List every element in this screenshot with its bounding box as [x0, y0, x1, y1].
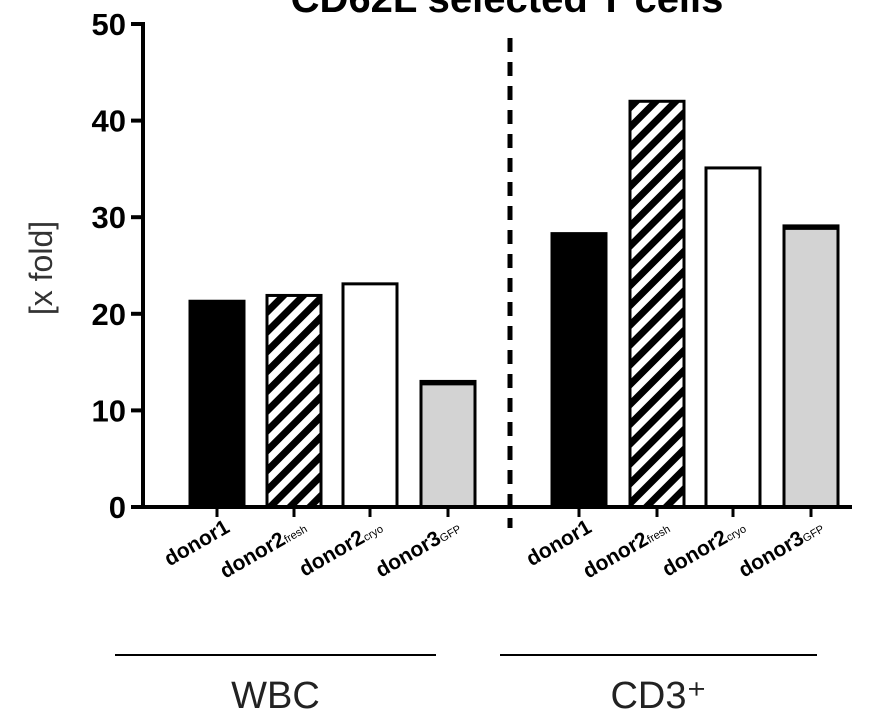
x-category-label: donor2fresh	[579, 515, 673, 583]
y-tick-label: 20	[92, 297, 126, 332]
x-category-sub: fresh	[282, 523, 309, 546]
x-category-label: donor2cryo	[658, 515, 749, 581]
y-axis-label: [x fold]	[23, 221, 59, 315]
x-category-sub: GFP	[438, 523, 464, 545]
y-axis: 0 10 20 30 40 50	[92, 7, 145, 525]
bar-1	[188, 299, 246, 509]
x-category-sub: fresh	[645, 523, 672, 546]
group-labels: WBC CD3⁺	[115, 654, 817, 717]
group-label: WBC	[231, 675, 320, 717]
y-tick-label: 40	[92, 104, 126, 139]
x-category-sub: cryo	[725, 523, 749, 544]
x-category-label: donor2fresh	[216, 515, 310, 583]
chart-title: CD62L selected T cells	[291, 0, 724, 21]
bar-2	[265, 293, 323, 509]
bar-6	[628, 99, 686, 509]
group-label: CD3⁺	[610, 675, 706, 717]
bars	[188, 99, 840, 509]
bar-4	[419, 379, 477, 509]
y-tick-label: 30	[92, 200, 126, 235]
bar-5	[550, 232, 608, 509]
bar-8	[782, 224, 840, 509]
y-tick-label: 50	[92, 7, 126, 42]
x-category-sub: cryo	[362, 523, 386, 544]
x-category-label: donor2cryo	[295, 515, 386, 581]
x-category-label: donor3GFP	[735, 515, 828, 582]
y-tick-label: 0	[109, 490, 126, 525]
bar-3	[341, 282, 399, 509]
y-tick-label: 10	[92, 393, 126, 428]
x-category-label: donor3GFP	[372, 515, 465, 582]
bar-7	[704, 166, 762, 509]
x-category-sub: GFP	[801, 523, 827, 545]
x-axis	[131, 505, 852, 517]
